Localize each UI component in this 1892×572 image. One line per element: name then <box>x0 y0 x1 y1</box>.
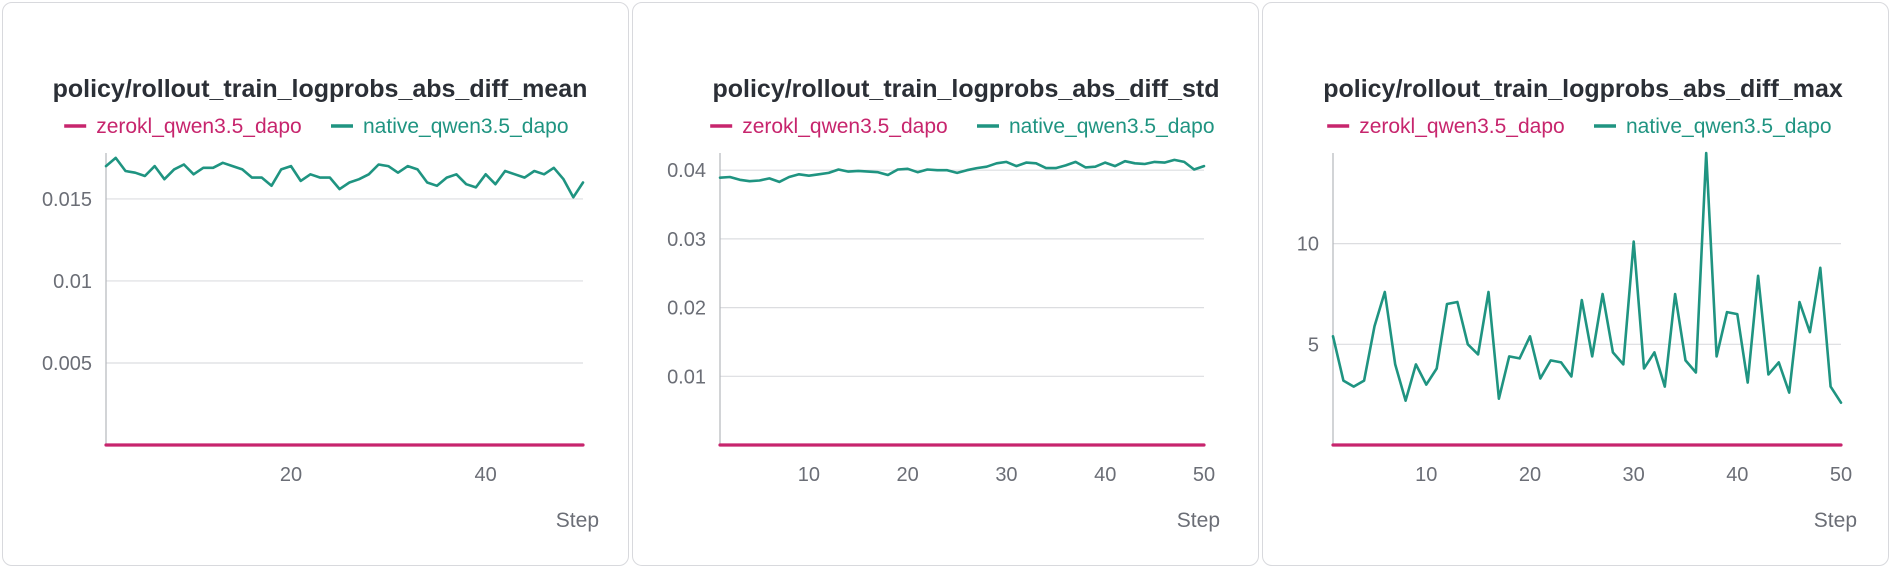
chart-panel-std: policy/rollout_train_logprobs_abs_diff_s… <box>632 2 1259 566</box>
legend-zerokl-label: zerokl_qwen3.5_dapo <box>96 115 302 138</box>
y-tick-label: 0.02 <box>667 298 706 320</box>
legend-native: native_qwen3.5_dapo <box>331 115 569 138</box>
x-axis-label: Step <box>556 509 599 532</box>
x-tick-label: 40 <box>1726 464 1748 486</box>
chart-title: policy/rollout_train_logprobs_abs_diff_s… <box>712 75 1219 103</box>
x-tick-label: 20 <box>1519 464 1541 486</box>
legend: zerokl_qwen3.5_dapo native_qwen3.5_dapo <box>1327 115 1832 138</box>
chart-title: policy/rollout_train_logprobs_abs_diff_m… <box>1323 75 1843 103</box>
chart-panel-mean: policy/rollout_train_logprobs_abs_diff_m… <box>2 2 629 566</box>
chart-std: policy/rollout_train_logprobs_abs_diff_s… <box>667 75 1220 532</box>
y-tick-label: 0.005 <box>42 353 92 375</box>
x-axis-label: Step <box>1814 509 1857 532</box>
chart-mean: policy/rollout_train_logprobs_abs_diff_m… <box>42 75 599 532</box>
legend-zerokl-label: zerokl_qwen3.5_dapo <box>742 115 948 138</box>
legend-native-label: native_qwen3.5_dapo <box>1009 115 1215 138</box>
x-tick-label: 10 <box>798 464 820 486</box>
x-tick-label: 10 <box>1415 464 1437 486</box>
x-axis-label: Step <box>1177 509 1220 532</box>
y-tick-label: 5 <box>1308 334 1319 356</box>
y-tick-label: 0.04 <box>667 160 706 182</box>
x-tick-label: 50 <box>1193 464 1215 486</box>
x-tick-label: 20 <box>280 464 302 486</box>
legend-native: native_qwen3.5_dapo <box>977 115 1215 138</box>
legend-zerokl: zerokl_qwen3.5_dapo <box>64 115 302 138</box>
series-line-native <box>718 158 1206 184</box>
legend: zerokl_qwen3.5_dapo native_qwen3.5_dapo <box>64 115 569 138</box>
x-tick-label: 20 <box>897 464 919 486</box>
y-tick-label: 10 <box>1297 234 1319 256</box>
x-tick-label: 40 <box>1094 464 1116 486</box>
y-tick-label: 0.03 <box>667 229 706 251</box>
x-tick-label: 30 <box>1623 464 1645 486</box>
y-tick-label: 0.01 <box>53 271 92 293</box>
chart-title: policy/rollout_train_logprobs_abs_diff_m… <box>53 75 588 103</box>
legend-zerokl: zerokl_qwen3.5_dapo <box>1327 115 1565 138</box>
x-tick-label: 50 <box>1830 464 1852 486</box>
legend-native-label: native_qwen3.5_dapo <box>1626 115 1832 138</box>
legend: zerokl_qwen3.5_dapo native_qwen3.5_dapo <box>710 115 1215 138</box>
series-line-native <box>104 156 585 199</box>
y-tick-label: 0.01 <box>667 366 706 388</box>
legend-zerokl-label: zerokl_qwen3.5_dapo <box>1359 115 1565 138</box>
chart-panel-max: policy/rollout_train_logprobs_abs_diff_m… <box>1262 2 1889 566</box>
legend-native: native_qwen3.5_dapo <box>1594 115 1832 138</box>
y-tick-label: 0.015 <box>42 189 92 211</box>
series-line-native <box>1331 151 1843 405</box>
legend-native-label: native_qwen3.5_dapo <box>363 115 569 138</box>
legend-zerokl: zerokl_qwen3.5_dapo <box>710 115 948 138</box>
chart-max: policy/rollout_train_logprobs_abs_diff_m… <box>1297 75 1857 532</box>
x-tick-label: 40 <box>475 464 497 486</box>
x-tick-label: 30 <box>995 464 1017 486</box>
